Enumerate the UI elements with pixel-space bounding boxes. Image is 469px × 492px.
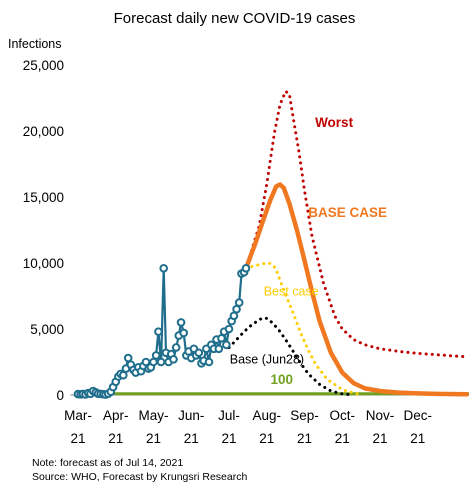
series-base-case-line: [243, 182, 469, 397]
annotation-best-case: Best case: [264, 284, 319, 298]
data-point: [154, 327, 163, 336]
x-tick-label: Apr-: [103, 408, 129, 423]
annotation-base-jun28: Base (Jun28): [230, 352, 304, 366]
y-tick-label: 0: [56, 388, 64, 403]
data-point: [176, 318, 186, 327]
annotation-100: 100: [271, 372, 294, 387]
series-worst-line: [244, 89, 469, 359]
x-tick-label: 21: [297, 431, 312, 446]
x-tick-label: 21: [184, 431, 199, 446]
x-tick-label: 21: [259, 431, 274, 446]
x-tick-label: Jul-: [218, 408, 240, 423]
y-tick-label: 5,000: [30, 322, 64, 337]
data-point: [156, 357, 166, 367]
x-tick-label: Aug-: [252, 408, 281, 423]
data-point: [151, 351, 161, 360]
series-best-case-line: [244, 261, 359, 396]
data-point: [171, 343, 181, 352]
y-tick-label: 20,000: [23, 124, 64, 139]
data-point: [149, 357, 158, 367]
y-tick-label: 10,000: [23, 256, 64, 271]
x-tick-label: May-: [139, 408, 169, 423]
source-note: Source: WHO, Forecast by Krungsri Resear…: [32, 471, 248, 483]
x-tick-label: 21: [146, 431, 161, 446]
x-tick-label: Jun-: [178, 408, 204, 423]
x-tick-label: Nov-: [366, 408, 395, 423]
x-tick-label: 21: [70, 431, 85, 446]
data-point: [229, 311, 239, 321]
x-tick-label: Sep-: [290, 408, 319, 423]
annotation-base-case: BASE CASE: [308, 205, 387, 220]
data-point: [217, 333, 226, 343]
x-tick-label: 21: [335, 431, 350, 446]
x-tick-label: 21: [221, 431, 236, 446]
data-point: [194, 348, 204, 358]
forecast-note: Note: forecast as of Jul 14, 2021: [32, 457, 184, 469]
data-point: [224, 324, 234, 334]
x-tick-label: Oct-: [330, 408, 356, 423]
data-point: [179, 328, 188, 338]
x-tick-label: 21: [372, 431, 387, 446]
x-tick-label: Mar-: [64, 408, 92, 423]
x-tick-label: Dec-: [403, 408, 432, 423]
x-tick-label: 21: [108, 431, 123, 446]
data-point: [123, 353, 133, 363]
x-tick-label: 21: [410, 431, 425, 446]
y-axis-label: Infections: [8, 37, 62, 51]
data-point: [241, 263, 251, 273]
chart-notes: Note: forecast as of Jul 14, 2021 Source…: [32, 456, 247, 484]
y-tick-label: 25,000: [23, 58, 64, 73]
y-tick-label: 15,000: [23, 190, 64, 205]
data-point: [204, 357, 214, 367]
annotation-worst: Worst: [315, 115, 354, 130]
chart-title: Forecast daily new COVID-19 cases: [113, 10, 356, 27]
data-point: [119, 370, 128, 380]
data-point: [234, 298, 244, 307]
data-point: [222, 340, 231, 350]
data-point: [232, 304, 241, 314]
data-point: [214, 344, 224, 354]
data-point: [159, 263, 168, 273]
data-point: [169, 355, 178, 364]
